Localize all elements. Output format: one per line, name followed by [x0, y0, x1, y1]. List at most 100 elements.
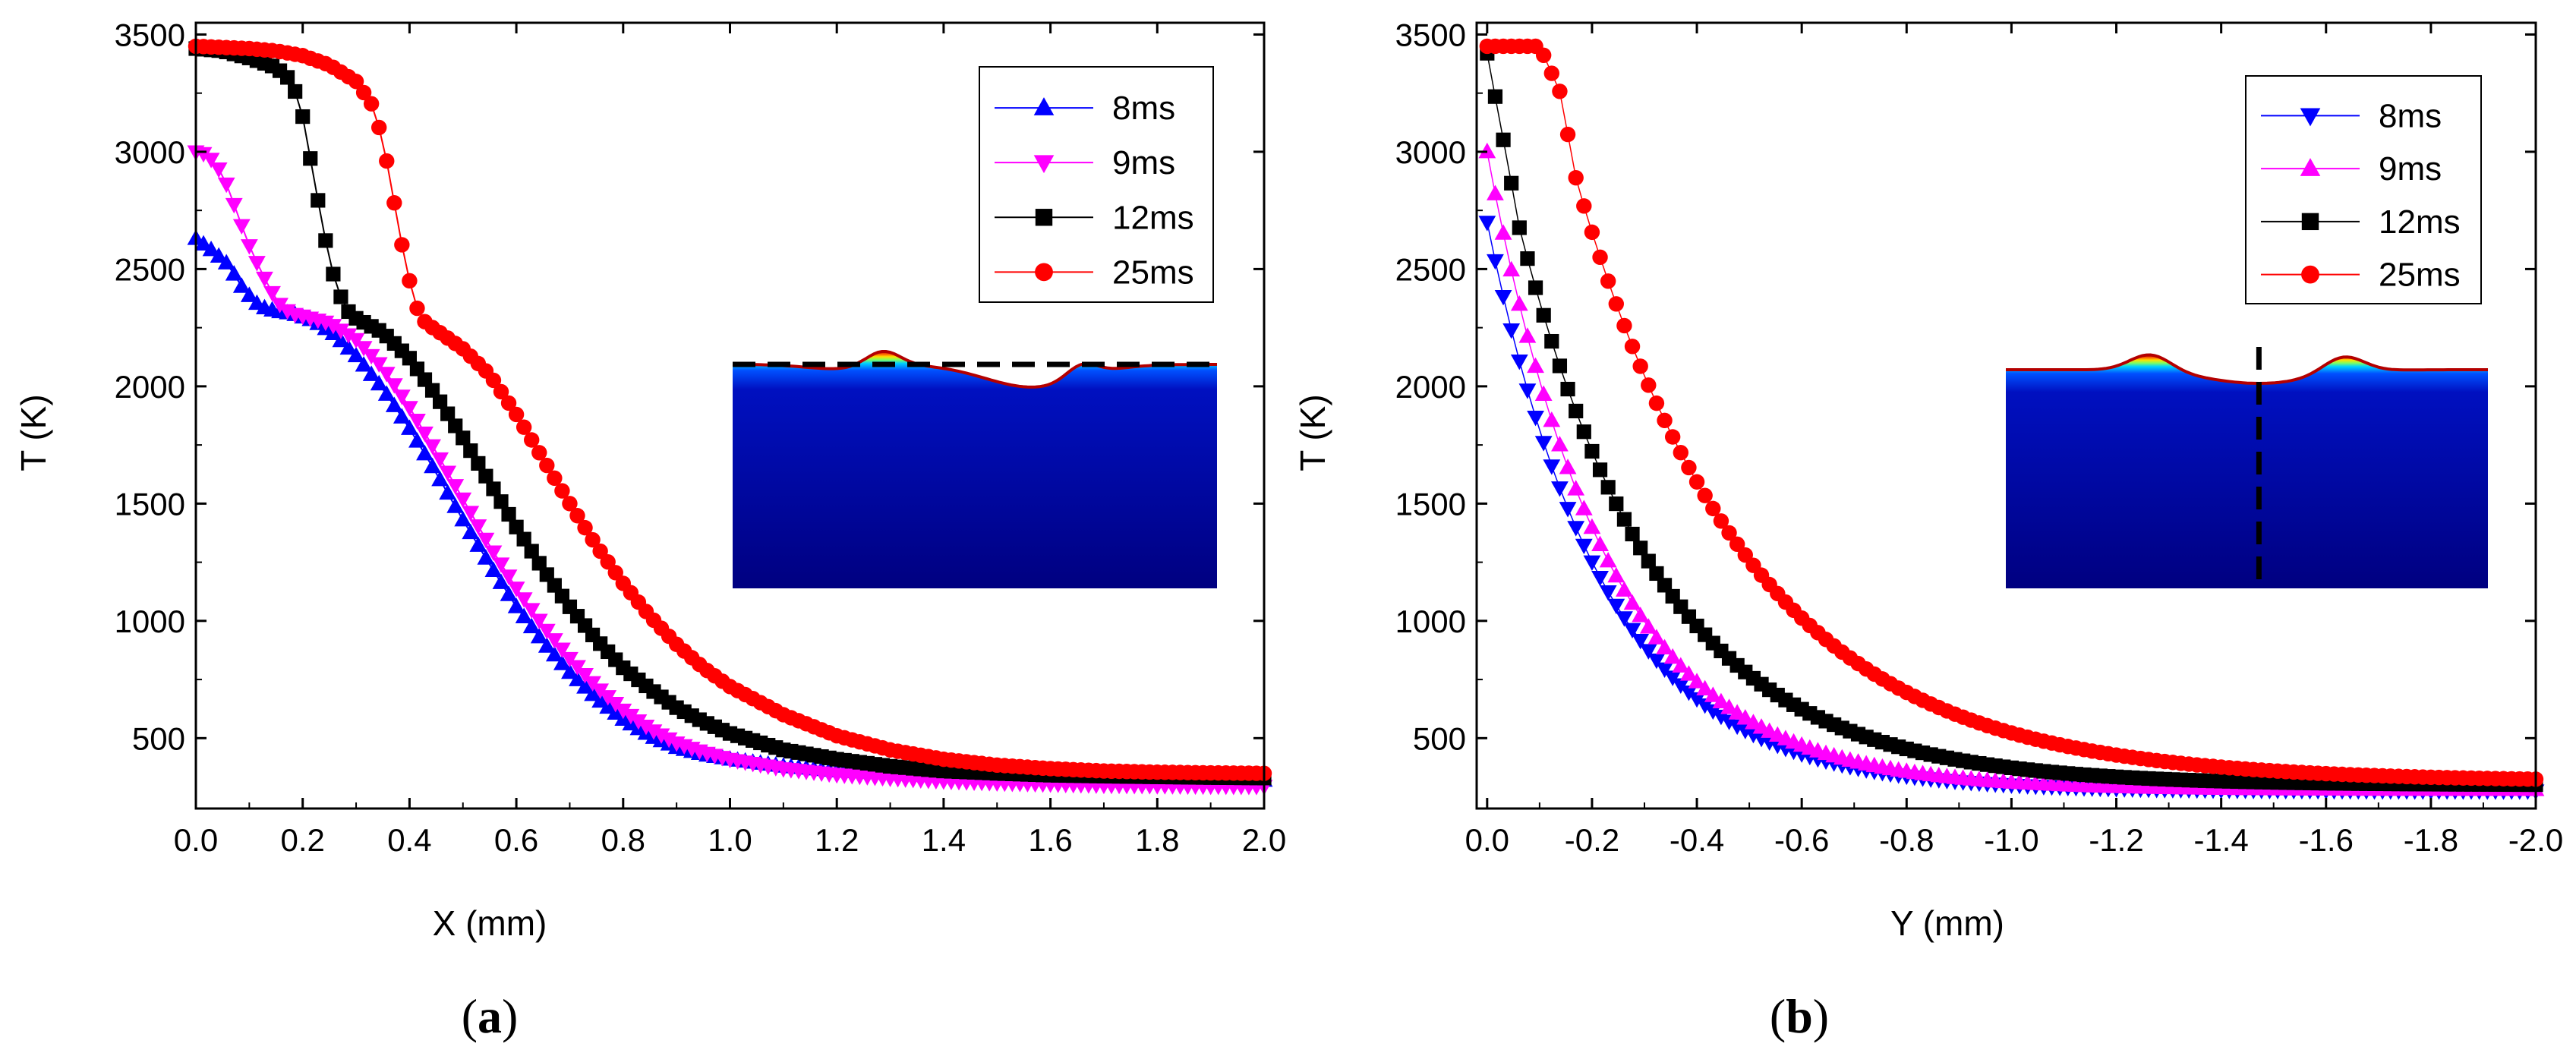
- data-point: [1520, 251, 1535, 266]
- data-point: [1623, 594, 1641, 610]
- legend-label: 9ms: [1112, 144, 1175, 181]
- data-point: [408, 432, 426, 448]
- data-point: [1534, 385, 1553, 401]
- y-tick-label: 3000: [115, 134, 185, 170]
- data-point: [516, 531, 531, 547]
- y-tick-label: 2500: [1395, 251, 1466, 287]
- data-point: [1576, 198, 1592, 214]
- data-point: [1696, 679, 1714, 696]
- data-point: [1569, 403, 1584, 419]
- data-point: [1487, 89, 1503, 104]
- data-point: [486, 481, 501, 496]
- data-point: [1518, 383, 1537, 399]
- data-point: [592, 543, 608, 560]
- data-point: [416, 445, 434, 461]
- data-point: [339, 328, 358, 344]
- data-point: [355, 84, 372, 101]
- legend-box: [2245, 75, 2482, 304]
- data-point: [569, 508, 585, 524]
- y-tick-label: 3000: [1395, 134, 1466, 170]
- data-point: [1543, 459, 1561, 475]
- data-point: [318, 233, 333, 248]
- data-point: [402, 273, 418, 289]
- data-point: [1681, 459, 1697, 476]
- data-point: [1713, 513, 1729, 529]
- data-point: [1616, 611, 1633, 627]
- data-point: [263, 285, 281, 302]
- data-point: [1680, 665, 1698, 681]
- panel-b-label: (b): [1770, 989, 1829, 1043]
- data-point: [1705, 500, 1721, 517]
- data-point: [1600, 480, 1616, 495]
- data-point: [1607, 598, 1625, 615]
- data-point: [440, 406, 456, 421]
- x-tick-label: -1.6: [2299, 822, 2354, 858]
- data-point: [394, 237, 410, 253]
- y-tick-label: 2000: [115, 369, 185, 405]
- legend-label: 12ms: [2379, 203, 2461, 241]
- data-point: [454, 510, 472, 527]
- data-point: [1494, 224, 1512, 240]
- x-tick-label: 0.6: [494, 822, 538, 858]
- data-point: [1641, 377, 1657, 393]
- data-point: [362, 348, 380, 365]
- data-point: [577, 519, 593, 536]
- data-point: [1559, 126, 1576, 143]
- data-point: [554, 483, 570, 499]
- data-point: [454, 492, 472, 509]
- panel-a-y-ticks: 500 1000 1500 2000 2500 3000 3500: [115, 17, 1264, 756]
- data-point: [232, 277, 251, 293]
- data-point: [599, 698, 617, 714]
- panel-a-letter: a: [478, 989, 502, 1043]
- data-point: [1656, 662, 1673, 678]
- data-point: [1656, 638, 1673, 654]
- data-point: [1704, 686, 1722, 702]
- data-point: [462, 506, 480, 522]
- x-tick-label: 1.6: [1028, 822, 1072, 858]
- x-tick-label: -1.0: [1984, 822, 2038, 858]
- legend-marker: [1033, 155, 1055, 174]
- data-point: [1535, 47, 1552, 63]
- data-point: [507, 582, 525, 597]
- data-point: [1567, 480, 1585, 496]
- data-point: [326, 266, 341, 282]
- data-point: [1688, 692, 1706, 708]
- data-point: [1624, 339, 1641, 355]
- data-point: [538, 623, 556, 640]
- data-point: [515, 607, 533, 623]
- data-point: [545, 645, 563, 662]
- data-point: [1576, 424, 1591, 440]
- data-point: [225, 197, 243, 214]
- data-point: [600, 553, 616, 570]
- legend-marker: [1035, 209, 1053, 226]
- data-point: [332, 331, 350, 348]
- panel-a-inset-thermal-image: [732, 350, 1217, 588]
- data-point: [463, 443, 478, 459]
- data-point: [1728, 704, 1746, 720]
- data-point: [645, 724, 663, 740]
- data-point: [363, 96, 380, 112]
- data-point: [1478, 216, 1496, 232]
- data-point: [585, 531, 601, 548]
- series-25ms: [188, 38, 1272, 781]
- data-point: [1559, 459, 1577, 474]
- x-tick-label: 1.4: [922, 822, 966, 858]
- panel-a-y-axis-title: T (K): [14, 394, 53, 471]
- y-tick-label: 1500: [115, 486, 185, 522]
- data-point: [1688, 673, 1706, 689]
- data-point: [1584, 224, 1600, 241]
- data-point: [1592, 249, 1608, 266]
- data-point: [485, 372, 502, 389]
- data-point: [531, 556, 547, 571]
- legend-label: 8ms: [2379, 97, 2442, 134]
- data-point: [607, 565, 623, 581]
- y-tick-label: 500: [1413, 720, 1466, 756]
- panel-b-plot: 0.0 -0.2 -0.4 -0.6 -0.8 -1.0 -1.2 -1.4 -1.6 -1.8 -…: [1293, 17, 2563, 1043]
- data-point: [1584, 443, 1600, 459]
- data-point: [371, 119, 387, 136]
- data-point: [522, 617, 541, 634]
- data-point: [469, 519, 487, 535]
- data-point: [439, 465, 457, 481]
- data-point: [1599, 551, 1617, 568]
- series-12ms: [188, 41, 1272, 786]
